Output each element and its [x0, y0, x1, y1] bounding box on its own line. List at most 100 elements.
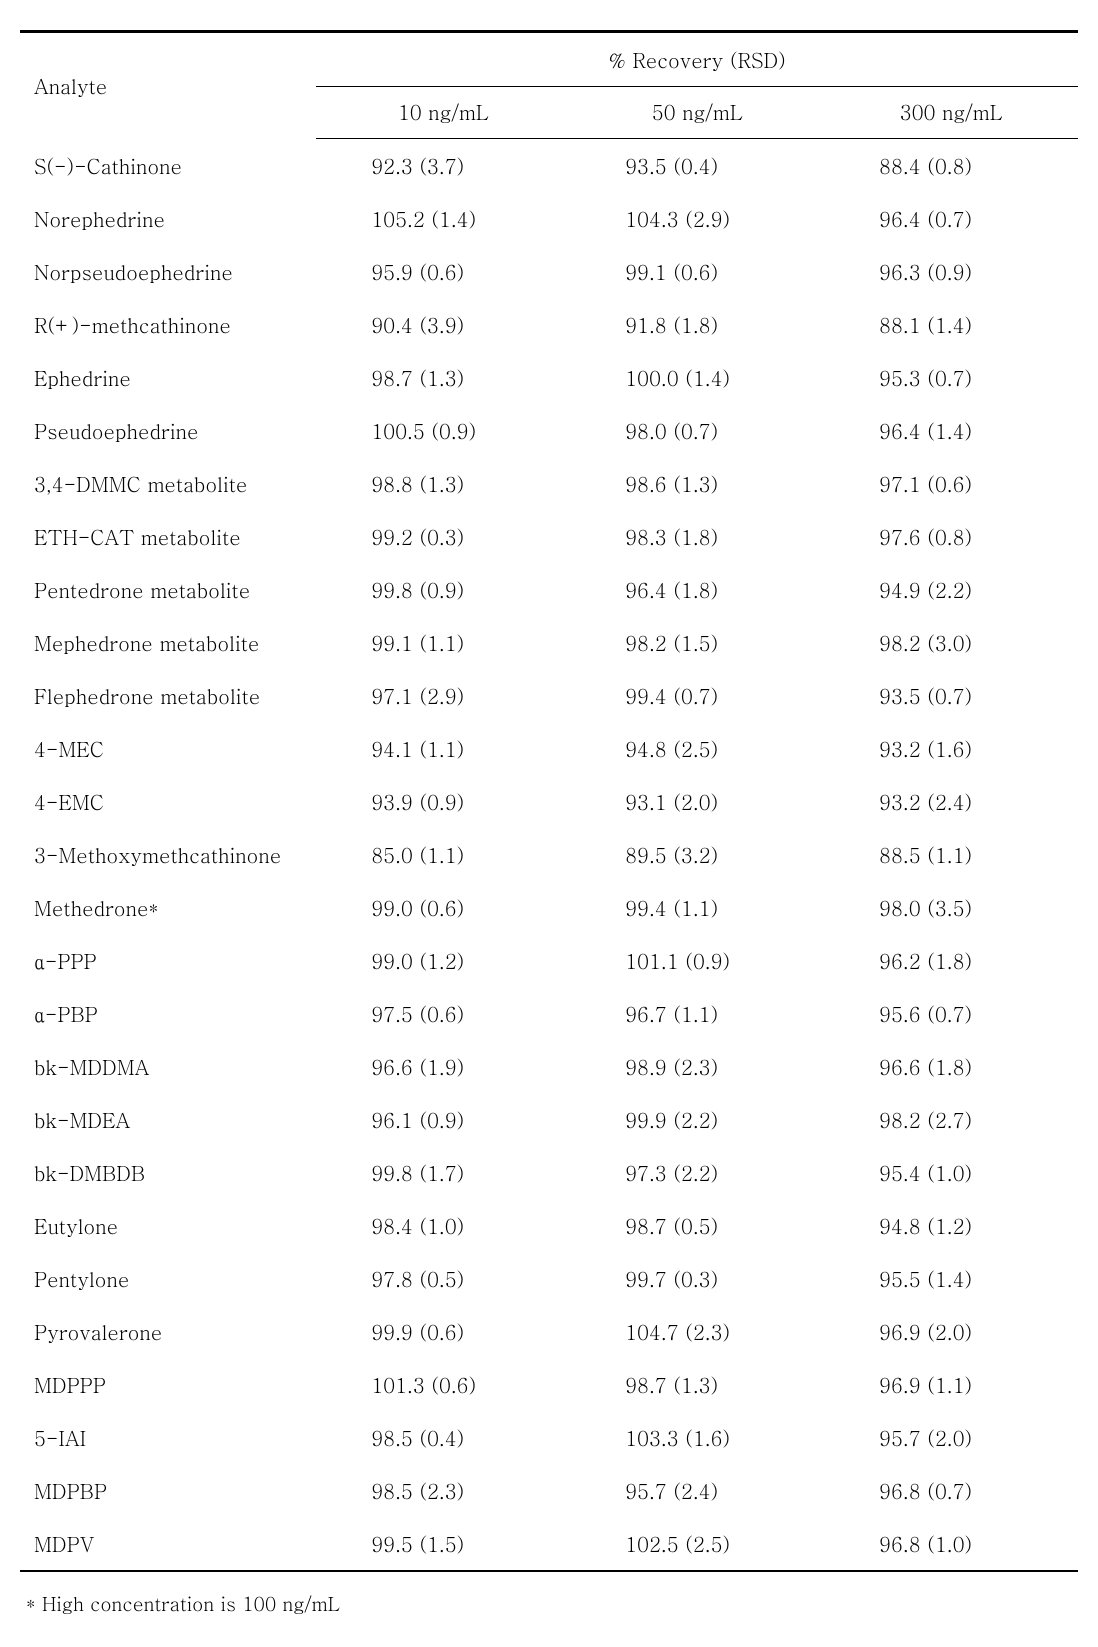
- cell-value: 95.7 (2.0): [824, 1411, 1078, 1464]
- cell-value: 88.1 (1.4): [824, 298, 1078, 351]
- table-row: Methedrone*99.0 (0.6)99.4 (1.1)98.0 (3.5…: [20, 881, 1078, 934]
- col-header-recovery: % Recovery (RSD): [316, 32, 1078, 87]
- cell-value: 94.9 (2.2): [824, 563, 1078, 616]
- cell-value: 99.9 (0.6): [316, 1305, 570, 1358]
- cell-value: 95.7 (2.4): [570, 1464, 824, 1517]
- cell-value: 85.0 (1.1): [316, 828, 570, 881]
- cell-analyte: bk-MDEA: [20, 1093, 316, 1146]
- cell-analyte: Pseudoephedrine: [20, 404, 316, 457]
- cell-value: 96.7 (1.1): [570, 987, 824, 1040]
- table-row: bk-DMBDB99.8 (1.7)97.3 (2.2)95.4 (1.0): [20, 1146, 1078, 1199]
- cell-value: 97.1 (0.6): [824, 457, 1078, 510]
- cell-value: 99.8 (0.9): [316, 563, 570, 616]
- cell-value: 97.8 (0.5): [316, 1252, 570, 1305]
- cell-value: 94.8 (1.2): [824, 1199, 1078, 1252]
- cell-analyte: Pyrovalerone: [20, 1305, 316, 1358]
- table-row: Pentylone97.8 (0.5)99.7 (0.3)95.5 (1.4): [20, 1252, 1078, 1305]
- cell-value: 98.5 (2.3): [316, 1464, 570, 1517]
- table-row: Mephedrone metabolite99.1 (1.1)98.2 (1.5…: [20, 616, 1078, 669]
- table-row: 4-EMC93.9 (0.9)93.1 (2.0)93.2 (2.4): [20, 775, 1078, 828]
- table-row: 3,4-DMMC metabolite98.8 (1.3)98.6 (1.3)9…: [20, 457, 1078, 510]
- table-row: bk-MDEA96.1 (0.9)99.9 (2.2)98.2 (2.7): [20, 1093, 1078, 1146]
- cell-value: 99.0 (1.2): [316, 934, 570, 987]
- cell-analyte: 4-MEC: [20, 722, 316, 775]
- cell-value: 95.9 (0.6): [316, 245, 570, 298]
- cell-analyte: 5-IAI: [20, 1411, 316, 1464]
- table-row: MDPV99.5 (1.5)102.5 (2.5)96.8 (1.0): [20, 1517, 1078, 1571]
- cell-value: 105.2 (1.4): [316, 192, 570, 245]
- cell-value: 99.5 (1.5): [316, 1517, 570, 1571]
- cell-value: 96.6 (1.8): [824, 1040, 1078, 1093]
- cell-value: 99.0 (0.6): [316, 881, 570, 934]
- cell-value: 99.4 (0.7): [570, 669, 824, 722]
- cell-value: 98.2 (2.7): [824, 1093, 1078, 1146]
- cell-value: 97.1 (2.9): [316, 669, 570, 722]
- cell-value: 98.7 (1.3): [570, 1358, 824, 1411]
- cell-value: 90.4 (3.9): [316, 298, 570, 351]
- cell-value: 97.6 (0.8): [824, 510, 1078, 563]
- cell-value: 95.5 (1.4): [824, 1252, 1078, 1305]
- cell-analyte: α-PBP: [20, 987, 316, 1040]
- cell-value: 101.1 (0.9): [570, 934, 824, 987]
- cell-value: 96.3 (0.9): [824, 245, 1078, 298]
- cell-value: 93.5 (0.7): [824, 669, 1078, 722]
- cell-value: 96.8 (1.0): [824, 1517, 1078, 1571]
- cell-value: 99.4 (1.1): [570, 881, 824, 934]
- cell-value: 94.8 (2.5): [570, 722, 824, 775]
- cell-value: 96.4 (0.7): [824, 192, 1078, 245]
- cell-value: 93.2 (2.4): [824, 775, 1078, 828]
- table-row: ETH-CAT metabolite99.2 (0.3)98.3 (1.8)97…: [20, 510, 1078, 563]
- cell-analyte: bk-MDDMA: [20, 1040, 316, 1093]
- cell-analyte: Eutylone: [20, 1199, 316, 1252]
- cell-analyte: Pentedrone metabolite: [20, 563, 316, 616]
- footnote: * High concentration is 100 ng/mL: [20, 1572, 1078, 1617]
- cell-value: 96.9 (1.1): [824, 1358, 1078, 1411]
- col-header-conc-50: 50 ng/mL: [570, 87, 824, 139]
- cell-value: 104.7 (2.3): [570, 1305, 824, 1358]
- table-row: Pentedrone metabolite99.8 (0.9)96.4 (1.8…: [20, 563, 1078, 616]
- cell-analyte: Flephedrone metabolite: [20, 669, 316, 722]
- table-row: α-PBP97.5 (0.6)96.7 (1.1)95.6 (0.7): [20, 987, 1078, 1040]
- cell-value: 93.9 (0.9): [316, 775, 570, 828]
- cell-value: 100.5 (0.9): [316, 404, 570, 457]
- table-row: 4-MEC94.1 (1.1)94.8 (2.5)93.2 (1.6): [20, 722, 1078, 775]
- table-row: bk-MDDMA96.6 (1.9)98.9 (2.3)96.6 (1.8): [20, 1040, 1078, 1093]
- table-row: 5-IAI98.5 (0.4)103.3 (1.6)95.7 (2.0): [20, 1411, 1078, 1464]
- cell-value: 93.5 (0.4): [570, 139, 824, 193]
- cell-analyte: Ephedrine: [20, 351, 316, 404]
- cell-value: 97.3 (2.2): [570, 1146, 824, 1199]
- cell-analyte: Mephedrone metabolite: [20, 616, 316, 669]
- cell-value: 98.4 (1.0): [316, 1199, 570, 1252]
- cell-value: 88.4 (0.8): [824, 139, 1078, 193]
- cell-analyte: Methedrone*: [20, 881, 316, 934]
- table-row: 3-Methoxymethcathinone85.0 (1.1)89.5 (3.…: [20, 828, 1078, 881]
- cell-analyte: 3-Methoxymethcathinone: [20, 828, 316, 881]
- cell-value: 98.5 (0.4): [316, 1411, 570, 1464]
- cell-value: 99.2 (0.3): [316, 510, 570, 563]
- table-row: Eutylone98.4 (1.0)98.7 (0.5)94.8 (1.2): [20, 1199, 1078, 1252]
- cell-analyte: Pentylone: [20, 1252, 316, 1305]
- cell-value: 95.4 (1.0): [824, 1146, 1078, 1199]
- cell-analyte: Norephedrine: [20, 192, 316, 245]
- table-row: S(-)-Cathinone92.3 (3.7)93.5 (0.4)88.4 (…: [20, 139, 1078, 193]
- cell-value: 89.5 (3.2): [570, 828, 824, 881]
- cell-value: 96.4 (1.8): [570, 563, 824, 616]
- cell-value: 98.6 (1.3): [570, 457, 824, 510]
- cell-value: 102.5 (2.5): [570, 1517, 824, 1571]
- table-row: α-PPP99.0 (1.2)101.1 (0.9)96.2 (1.8): [20, 934, 1078, 987]
- cell-value: 99.8 (1.7): [316, 1146, 570, 1199]
- cell-analyte: bk-DMBDB: [20, 1146, 316, 1199]
- cell-value: 96.9 (2.0): [824, 1305, 1078, 1358]
- table-row: MDPPP101.3 (0.6)98.7 (1.3)96.9 (1.1): [20, 1358, 1078, 1411]
- cell-analyte: MDPBP: [20, 1464, 316, 1517]
- cell-value: 98.9 (2.3): [570, 1040, 824, 1093]
- table-row: MDPBP98.5 (2.3)95.7 (2.4)96.8 (0.7): [20, 1464, 1078, 1517]
- col-header-conc-300: 300 ng/mL: [824, 87, 1078, 139]
- cell-value: 93.2 (1.6): [824, 722, 1078, 775]
- cell-value: 94.1 (1.1): [316, 722, 570, 775]
- cell-value: 98.3 (1.8): [570, 510, 824, 563]
- cell-analyte: R(+)-methcathinone: [20, 298, 316, 351]
- table-body: S(-)-Cathinone92.3 (3.7)93.5 (0.4)88.4 (…: [20, 139, 1078, 1572]
- cell-value: 96.4 (1.4): [824, 404, 1078, 457]
- cell-value: 99.7 (0.3): [570, 1252, 824, 1305]
